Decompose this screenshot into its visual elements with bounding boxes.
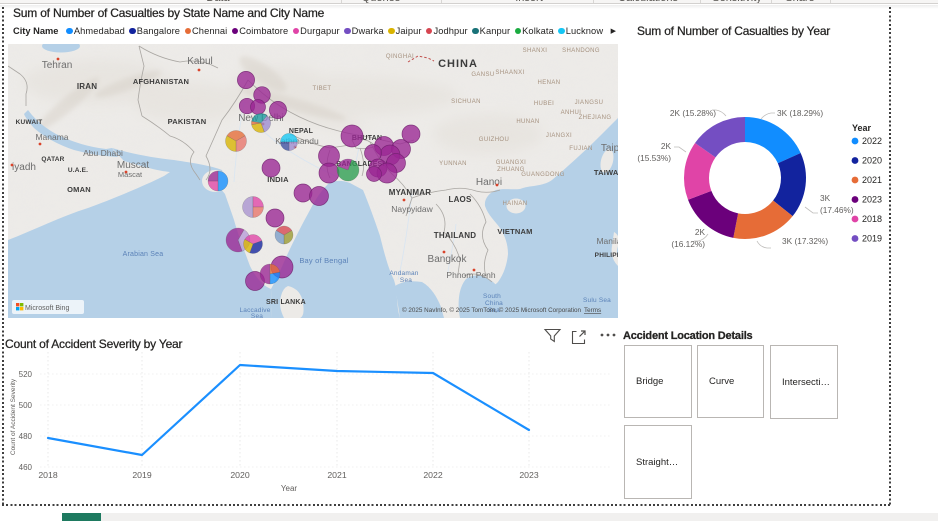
- svg-text:2021: 2021: [327, 470, 346, 480]
- svg-text:SHAANXI: SHAANXI: [495, 70, 524, 76]
- svg-text:TIBET: TIBET: [312, 86, 331, 92]
- svg-text:Sea: Sea: [488, 307, 500, 314]
- svg-text:2020: 2020: [862, 156, 882, 166]
- svg-text:(15.53%): (15.53%): [637, 153, 671, 163]
- svg-text:Naypyidaw: Naypyidaw: [391, 204, 433, 214]
- svg-text:2022: 2022: [862, 136, 882, 146]
- svg-text:ANHUI: ANHUI: [561, 110, 582, 116]
- svg-text:© 2025 NavInfo, © 2025 TomTom,: © 2025 NavInfo, © 2025 TomTom, © 2025 Mi…: [402, 306, 582, 314]
- svg-text:Terms: Terms: [584, 307, 601, 314]
- svg-text:CHINA: CHINA: [438, 58, 478, 70]
- svg-text:2020: 2020: [230, 470, 249, 480]
- svg-text:Mascat: Mascat: [118, 170, 143, 179]
- svg-text:2023: 2023: [519, 470, 538, 480]
- svg-text:480: 480: [19, 432, 33, 441]
- svg-text:iyadh: iyadh: [12, 162, 36, 173]
- svg-text:Hanoi: Hanoi: [476, 177, 502, 188]
- svg-text:HUBEI: HUBEI: [534, 101, 554, 107]
- svg-text:2018: 2018: [38, 470, 57, 480]
- svg-text:520: 520: [19, 370, 33, 379]
- svg-text:Sulu Sea: Sulu Sea: [583, 297, 611, 304]
- svg-text:Year: Year: [852, 123, 872, 133]
- svg-text:Year: Year: [281, 484, 298, 493]
- svg-text:AFGHANISTAN: AFGHANISTAN: [133, 77, 189, 86]
- svg-text:BANGLADESH: BANGLADESH: [336, 161, 387, 168]
- svg-text:Sea: Sea: [400, 277, 412, 284]
- svg-text:OMAN: OMAN: [67, 185, 91, 194]
- svg-text:3K: 3K: [820, 193, 831, 203]
- svg-text:HENAN: HENAN: [537, 80, 560, 86]
- svg-text:U.A.E.: U.A.E.: [68, 167, 88, 174]
- svg-text:Manila: Manila: [596, 236, 618, 246]
- svg-text:Muscat: Muscat: [117, 160, 149, 171]
- svg-text:Kabul: Kabul: [187, 56, 213, 67]
- svg-text:Laccadive: Laccadive: [239, 307, 270, 314]
- svg-text:3K (17.32%): 3K (17.32%): [782, 236, 828, 246]
- svg-text:2K: 2K: [661, 141, 672, 151]
- svg-text:BHUTAN: BHUTAN: [352, 135, 382, 142]
- svg-text:2021: 2021: [862, 175, 882, 185]
- svg-text:NEPAL: NEPAL: [289, 128, 314, 135]
- svg-text:FUJIAN: FUJIAN: [569, 146, 592, 152]
- svg-text:ZHEJIANG: ZHEJIANG: [579, 115, 612, 121]
- svg-text:INDIA: INDIA: [267, 175, 289, 184]
- svg-text:QATAR: QATAR: [41, 156, 64, 163]
- svg-text:QINGHAI: QINGHAI: [386, 54, 414, 60]
- svg-text:PHILIPP: PHILIPP: [595, 252, 618, 259]
- svg-text:Andaman: Andaman: [389, 270, 418, 277]
- svg-text:THAILAND: THAILAND: [434, 231, 477, 240]
- svg-text:Taip: Taip: [601, 143, 618, 154]
- svg-text:2019: 2019: [862, 234, 882, 244]
- svg-text:HAINAN: HAINAN: [502, 201, 527, 207]
- svg-text:VIETNAM: VIETNAM: [497, 227, 532, 236]
- svg-text:SHANXI: SHANXI: [523, 48, 548, 54]
- svg-text:3K (18.29%): 3K (18.29%): [777, 108, 823, 118]
- svg-text:Sea: Sea: [251, 313, 263, 318]
- svg-text:Microsoft Bing: Microsoft Bing: [25, 305, 69, 312]
- svg-text:PAKISTAN: PAKISTAN: [168, 117, 207, 126]
- svg-text:KUWAIT: KUWAIT: [16, 119, 43, 126]
- svg-text:2018: 2018: [862, 214, 882, 224]
- svg-text:ZHUANG: ZHUANG: [497, 167, 525, 173]
- svg-text:500: 500: [19, 401, 33, 410]
- svg-text:YUNNAN: YUNNAN: [439, 161, 467, 167]
- svg-text:460: 460: [19, 463, 33, 472]
- svg-text:Tehran: Tehran: [42, 60, 73, 71]
- svg-text:China: China: [485, 300, 503, 307]
- svg-text:LAOS: LAOS: [448, 195, 471, 204]
- svg-text:2019: 2019: [132, 470, 151, 480]
- svg-text:Bay of Bengal: Bay of Bengal: [299, 256, 348, 265]
- svg-text:Manama: Manama: [35, 132, 68, 142]
- svg-text:GUANGDONG: GUANGDONG: [521, 172, 565, 178]
- svg-text:2K (15.28%): 2K (15.28%): [670, 108, 716, 118]
- svg-text:HUNAN: HUNAN: [516, 119, 539, 125]
- svg-text:JIANGXI: JIANGXI: [546, 133, 572, 139]
- svg-text:(16.12%): (16.12%): [671, 239, 705, 249]
- svg-text:JIANGSU: JIANGSU: [575, 100, 604, 106]
- svg-text:Phnom Penh: Phnom Penh: [446, 270, 495, 280]
- svg-text:Arabian Sea: Arabian Sea: [123, 251, 164, 258]
- svg-text:GANSU: GANSU: [471, 72, 494, 78]
- svg-text:Count of Accident Severity: Count of Accident Severity: [10, 378, 17, 455]
- svg-text:GUIZHOU: GUIZHOU: [479, 137, 509, 143]
- svg-text:(17.46%): (17.46%): [820, 205, 854, 215]
- svg-text:SRI LANKA: SRI LANKA: [266, 299, 306, 306]
- svg-text:2023: 2023: [862, 195, 882, 205]
- svg-text:Abu Dhabi: Abu Dhabi: [83, 148, 123, 158]
- svg-text:South: South: [483, 293, 501, 300]
- svg-text:SICHUAN: SICHUAN: [451, 99, 481, 105]
- svg-text:MYANMAR: MYANMAR: [389, 188, 431, 197]
- svg-text:GUANGXI: GUANGXI: [496, 160, 526, 166]
- svg-text:Bangkok: Bangkok: [428, 254, 468, 265]
- svg-text:SHANDONG: SHANDONG: [562, 48, 600, 54]
- svg-text:IRAN: IRAN: [77, 82, 97, 91]
- svg-text:TAIWAN: TAIWAN: [594, 168, 618, 177]
- svg-text:2022: 2022: [423, 470, 442, 480]
- svg-text:2K: 2K: [695, 227, 706, 237]
